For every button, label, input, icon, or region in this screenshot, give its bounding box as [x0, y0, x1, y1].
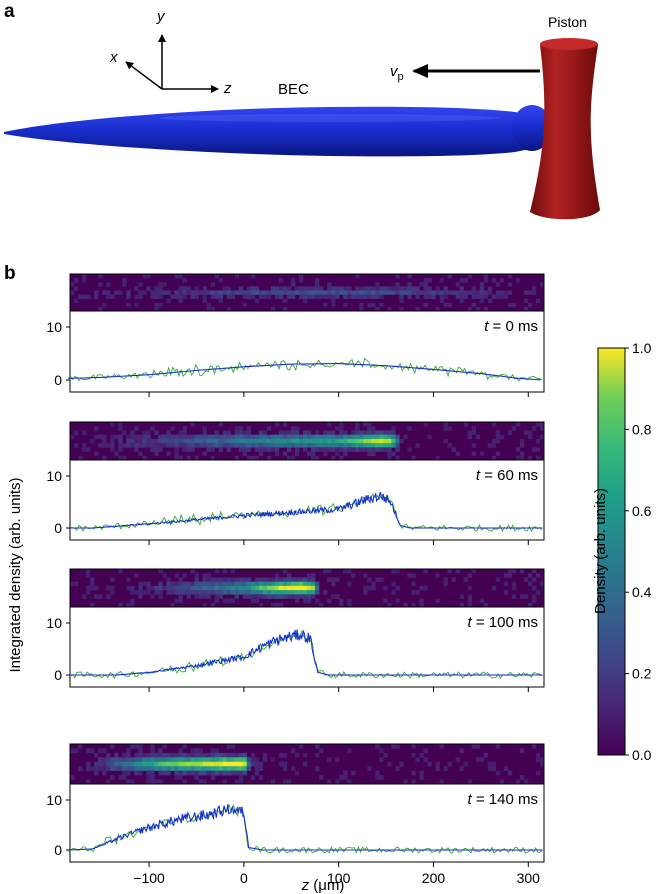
y-tick-label: 10	[46, 792, 62, 808]
plot-frame	[69, 606, 545, 688]
experiment-curve	[68, 357, 543, 382]
plot-frame	[69, 459, 545, 541]
y-tick-label: 0	[54, 842, 62, 858]
colorbar-tick-label: 0.4	[632, 584, 652, 600]
colorbar-tick-label: 0.8	[632, 421, 652, 437]
simulation-curve	[68, 363, 541, 381]
panel-a-schematic: a y x z BEC vp Piston	[4, 1, 600, 220]
x-tick-label: 300	[517, 870, 541, 886]
y-tick-label: 0	[54, 520, 62, 536]
velocity-arrow-head	[412, 64, 428, 78]
time-annotation: t = 0 ms	[484, 318, 538, 335]
panel-b-label: b	[4, 263, 16, 284]
time-annotation: t = 60 ms	[476, 467, 538, 484]
bec-cloud	[4, 105, 552, 157]
colorbar-ticks: 0.0 0.2 0.4 0.6 0.8 1.0	[625, 340, 652, 763]
subpanels: 0 10 t = 0 ms 0 10 t = 60 ms 0 10 t = 100 ms 0 10 −…	[46, 273, 545, 886]
coordinate-axes: y x z	[109, 8, 232, 97]
y-tick-label: 10	[46, 468, 62, 484]
colorbar-label: Density (arb. units)	[592, 488, 609, 614]
bec-label: BEC	[278, 81, 309, 98]
density-image	[69, 568, 545, 608]
colorbar-tick-label: 0.2	[632, 666, 652, 682]
axis-y-label: y	[156, 8, 166, 25]
density-image	[69, 421, 545, 461]
axis-z-label: z	[223, 80, 232, 97]
colorbar-gradient	[597, 347, 626, 756]
piston-beam	[530, 38, 600, 220]
y-tick-label: 10	[46, 615, 62, 631]
simulation-curve	[68, 804, 543, 851]
panel-b-density-profiles: b Integrated density (arb. units) z (μm)…	[4, 263, 652, 894]
y-tick-label: 0	[54, 372, 62, 388]
x-tick-label: 200	[422, 870, 446, 886]
plot-frame	[69, 310, 545, 393]
axis-x-label: x	[109, 49, 118, 66]
axis-x-arrow	[125, 61, 163, 90]
piston-label: Piston	[548, 14, 587, 30]
panel-a-label: a	[4, 1, 15, 22]
plot-frame	[69, 783, 545, 863]
density-image	[69, 743, 545, 785]
y-axis-label: Integrated density (arb. units)	[7, 477, 24, 672]
density-image	[69, 273, 545, 312]
time-annotation: t = 140 ms	[468, 791, 538, 808]
colorbar-tick-label: 1.0	[632, 340, 652, 356]
velocity-label: vp	[390, 63, 404, 83]
x-tick-label: 100	[327, 870, 351, 886]
x-tick-label: 0	[240, 870, 248, 886]
x-tick-label: −100	[133, 870, 165, 886]
y-tick-label: 0	[54, 667, 62, 683]
colorbar-tick-label: 0.6	[632, 503, 652, 519]
subpanel-1: 0 10 t = 60 ms	[46, 421, 545, 545]
colorbar: 0.0 0.2 0.4 0.6 0.8 1.0 Density (arb. units)	[592, 340, 652, 763]
colorbar-tick-label: 0.0	[632, 747, 652, 763]
subpanel-3: 0 10 −100 0 100 200 300 t = 140 ms	[46, 743, 545, 886]
time-annotation: t = 100 ms	[468, 614, 538, 631]
subpanel-2: 0 10 t = 100 ms	[46, 568, 545, 692]
y-tick-label: 10	[46, 319, 62, 335]
subpanel-0: 0 10 t = 0 ms	[46, 273, 545, 397]
simulation-curve	[68, 491, 543, 529]
simulation-curve	[68, 629, 543, 676]
x-axis-label: z (μm)	[301, 877, 345, 894]
